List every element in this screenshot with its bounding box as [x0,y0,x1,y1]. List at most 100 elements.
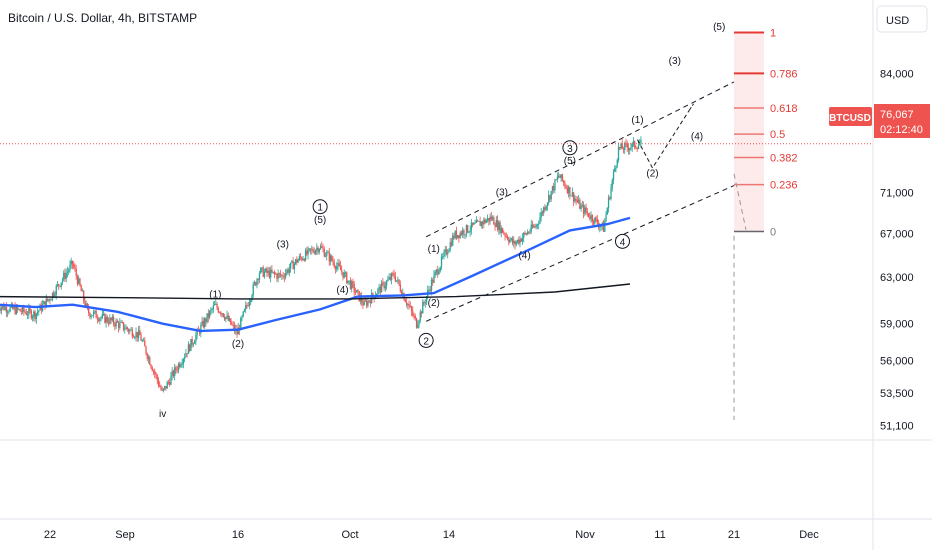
candle-body [339,265,342,271]
candle-body [489,216,491,222]
candle-body [70,260,72,265]
candle-body [177,363,180,371]
candle-body [161,389,163,391]
candle-body [617,146,620,160]
candle-body [93,311,95,316]
candle-body [347,280,349,284]
ma_slow-line [0,283,631,300]
candle-body [348,280,350,282]
candle-body [149,357,151,365]
candle-body [395,280,398,282]
candle-body [236,329,238,335]
candle-body [175,367,177,370]
candle-body [469,230,471,233]
candle-body [390,273,393,280]
candle-body [240,317,242,331]
candle-body [136,332,138,338]
candle-body [256,279,258,286]
candle-body [387,279,389,282]
candle-body [551,186,554,192]
candle-body [130,329,132,331]
candle-body [189,344,191,351]
candle-body [213,304,216,306]
candle-body [344,272,347,274]
candle-body [172,370,175,377]
wave-label: (4) [518,250,530,261]
candle-body [125,327,127,330]
candle-body [61,279,64,283]
candle-body [19,309,21,312]
candle-body [105,316,107,323]
candle-body [629,148,631,151]
candle-body [228,318,231,321]
wave-projection [637,103,747,420]
candle-body [465,225,468,235]
candle-body [129,329,131,332]
candle-body [270,269,272,278]
wave-label: (2) [646,169,658,180]
candle-body [157,380,160,386]
candle-body [35,313,37,320]
currency-label: USD [886,15,909,27]
candle-body [314,250,317,254]
candle-body [303,259,306,261]
candle-body [450,242,453,246]
candle-body [208,311,211,318]
candle-body [541,211,544,214]
candle-body [261,267,263,269]
candle-body [31,316,34,319]
candle-body [539,217,541,224]
candle-body [0,307,3,311]
candle-body [296,259,298,263]
candle-body [377,289,379,295]
candle-body [288,268,291,273]
price-tick-label: 51,100 [880,421,914,433]
candle-body [202,321,205,327]
candle-body [544,207,546,210]
candle-body [293,263,296,270]
candle-body [343,272,345,278]
candle-body [569,186,571,196]
candle-body [443,252,445,257]
candle-body [247,305,249,307]
candle-body [99,318,101,321]
candle-body [281,275,283,277]
candle-body [127,329,130,332]
candle-body [243,309,246,312]
candle-body [483,219,485,225]
candle-body [48,299,50,301]
candle-body [307,248,309,255]
candle-body [232,324,234,326]
candle-body [472,222,474,225]
candle-body [216,304,218,309]
candle-body [179,363,181,367]
candle-body [440,256,443,267]
candle-body [571,192,574,196]
candle-body [326,252,328,256]
candle-body [564,182,566,187]
candle-body [619,146,621,149]
currency-button-box [876,5,928,33]
candle-body [510,238,512,240]
candle-body [614,168,616,172]
candle-body [496,220,499,230]
candle-body [151,367,153,371]
candle-body [43,301,45,305]
currency-button[interactable]: USD [876,5,928,33]
candle-body [298,256,301,260]
fib-level-label: 0.786 [770,68,798,80]
candle-body [605,214,607,221]
time-axis[interactable]: 22 Sep 16 Oct 14 Nov 11 21 Dec [44,529,819,541]
channel-line [425,185,735,322]
candle-body [500,227,502,233]
candle-body [407,304,409,305]
price-tick-label: 71,000 [880,188,914,200]
candle-body [55,285,57,295]
candle-body [124,329,126,331]
candle-body [74,267,76,270]
candle-body [79,278,81,286]
candle-body [14,306,16,314]
candle-body [217,308,219,313]
candle-body [429,289,431,291]
